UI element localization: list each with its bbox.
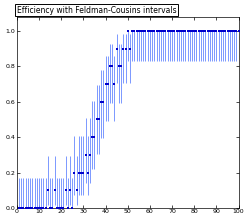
Text: Efficiency with Feldman-Cousins intervals: Efficiency with Feldman-Cousins interval… <box>17 6 176 15</box>
